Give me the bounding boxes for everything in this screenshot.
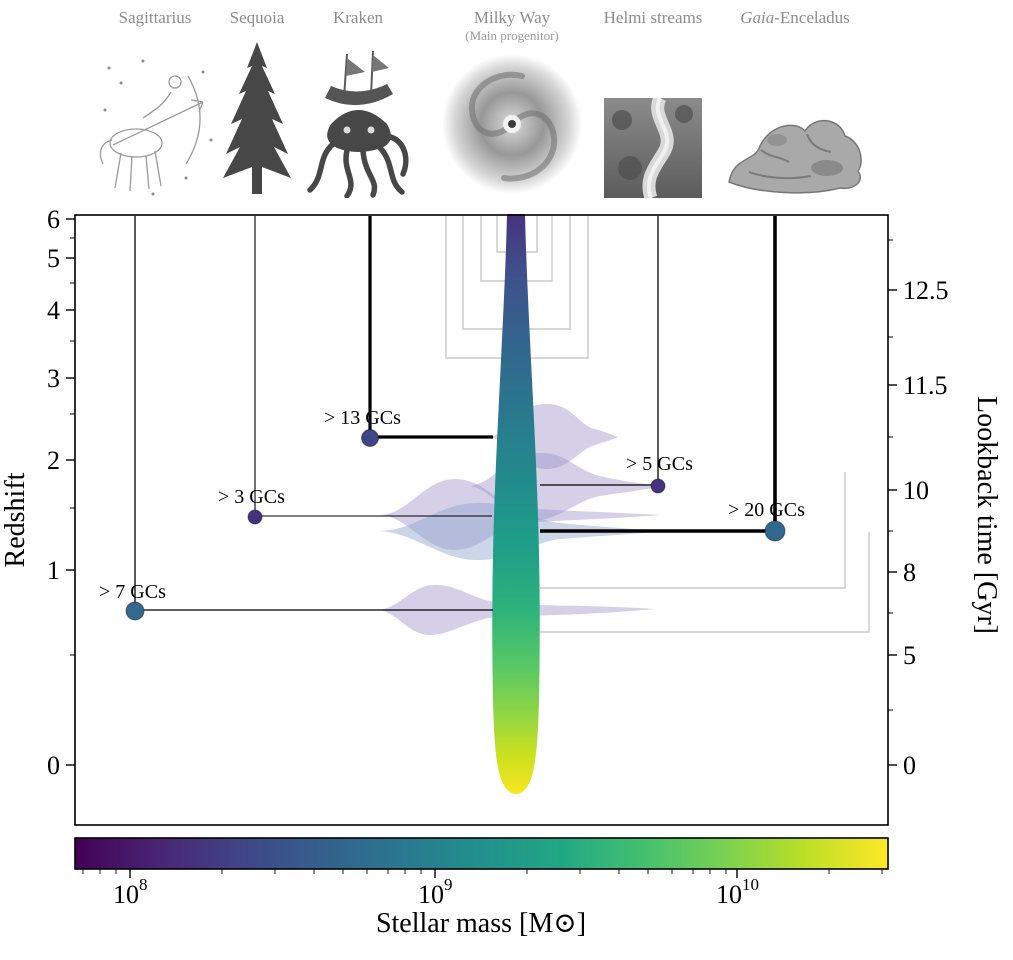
svg-text:10: 10 [742, 875, 759, 894]
right-axis: 12.5 11.5 10 8 5 0 Lookback time [Gyr] [888, 239, 1002, 780]
gc-label-helmi: > 5 GCs [626, 453, 693, 475]
left-axis-tick-labels: 6 5 4 3 2 1 0 [47, 205, 60, 780]
progenitor-label: Milky Way [473, 8, 551, 27]
svg-text:10: 10 [903, 476, 929, 505]
svg-text:3: 3 [47, 364, 60, 393]
svg-text:0: 0 [903, 751, 916, 780]
gc-label-gaia-enceladus: > 20 GCs [728, 499, 805, 521]
colorbar-minor-ticks [82, 869, 883, 874]
progenitor-helmi-streams: Helmi streams [600, 8, 706, 198]
progenitor-kraken: Kraken [302, 8, 414, 198]
branch-helmi-streams [540, 216, 666, 494]
branch-kraken [360, 216, 493, 448]
sagittarius-constellation-icon [91, 28, 219, 198]
progenitor-label-italic: Gaia [740, 8, 775, 27]
progenitor-label: Sequoia [229, 8, 285, 27]
colorbar-gradient [74, 837, 889, 870]
svg-text:1: 1 [47, 556, 60, 585]
gc-count-labels: > 7 GCs > 3 GCs > 13 GCs > 5 GCs > 20 GC… [99, 407, 805, 603]
kraken-icon [303, 28, 413, 198]
sequoia-tree-icon [217, 28, 297, 198]
progenitor-sequoia: Sequoia [214, 8, 300, 198]
progenitor-sagittarius: Sagittarius [88, 8, 222, 198]
svg-text:11.5: 11.5 [903, 371, 948, 400]
svg-text:9: 9 [444, 875, 453, 894]
svg-text:6: 6 [47, 205, 60, 234]
gc-label-kraken: > 13 GCs [324, 407, 401, 429]
progenitor-gaia-enceladus: Gaia-Enceladus [716, 8, 874, 198]
milky-way-galaxy-icon [434, 44, 590, 198]
progenitor-label: Helmi streams [603, 8, 703, 27]
progenitor-sublabel: (Main progenitor) [465, 27, 559, 43]
progenitor-label: Sagittarius [118, 8, 192, 27]
svg-text:10: 10 [418, 880, 444, 909]
merger-point-gaia-enceladus [764, 520, 786, 542]
svg-text:10: 10 [113, 880, 139, 909]
left-axis-minor-ticks [70, 237, 75, 656]
merger-point-sagittarius [125, 601, 145, 621]
branch-sagittarius [125, 216, 493, 621]
plot-frame [74, 214, 889, 826]
svg-text:8: 8 [139, 875, 148, 894]
right-axis-label: Lookback time [Gyr] [971, 396, 1002, 634]
progenitor-milky-way: Milky Way (Main progenitor) [428, 8, 596, 198]
svg-text:12.5: 12.5 [903, 276, 949, 305]
merger-point-kraken [360, 428, 380, 448]
svg-text:4: 4 [47, 296, 60, 325]
colorbar-major-ticks [129, 869, 738, 878]
right-axis-ticks [888, 289, 897, 766]
colorbar-tick-labels: 10 8 10 9 10 10 [113, 875, 759, 909]
colorbar-tick-1e8: 10 8 [113, 875, 148, 909]
colorbar: 10 8 10 9 10 10 Stellar mass [M⊙] [74, 837, 889, 939]
progenitor-label: Kraken [332, 8, 384, 27]
svg-text:5: 5 [903, 641, 916, 670]
right-axis-minor-ticks [888, 239, 893, 711]
branch-sequoia [247, 216, 492, 525]
svg-text:5: 5 [47, 244, 60, 273]
enceladus-sculpture-icon [719, 28, 871, 198]
left-axis-ticks [66, 218, 75, 766]
svg-text:8: 8 [903, 558, 916, 587]
colorbar-label: Stellar mass [M⊙] [376, 908, 586, 939]
svg-text:10: 10 [716, 880, 742, 909]
progenitor-label-rest: -Enceladus [774, 8, 850, 27]
helmi-streams-river-icon [604, 28, 702, 198]
main-branch-violin [492, 214, 540, 794]
colorbar-tick-1e9: 10 9 [418, 875, 453, 909]
gc-label-sagittarius: > 7 GCs [99, 581, 166, 603]
svg-text:0: 0 [47, 751, 60, 780]
colorbar-tick-1e10: 10 10 [716, 875, 759, 909]
merger-point-sequoia [247, 509, 263, 525]
svg-text:2: 2 [47, 446, 60, 475]
branch-gaia-enceladus [540, 216, 786, 542]
accreted-branches [125, 216, 786, 621]
right-axis-tick-labels: 12.5 11.5 10 8 5 0 [903, 276, 949, 780]
left-axis: 6 5 4 3 2 1 0 Redshift [0, 205, 75, 780]
left-axis-label: Redshift [0, 472, 31, 567]
progenitor-label: Gaia-Enceladus [740, 8, 850, 28]
merger-point-helmi [650, 478, 666, 494]
gc-label-sequoia: > 3 GCs [218, 486, 285, 508]
